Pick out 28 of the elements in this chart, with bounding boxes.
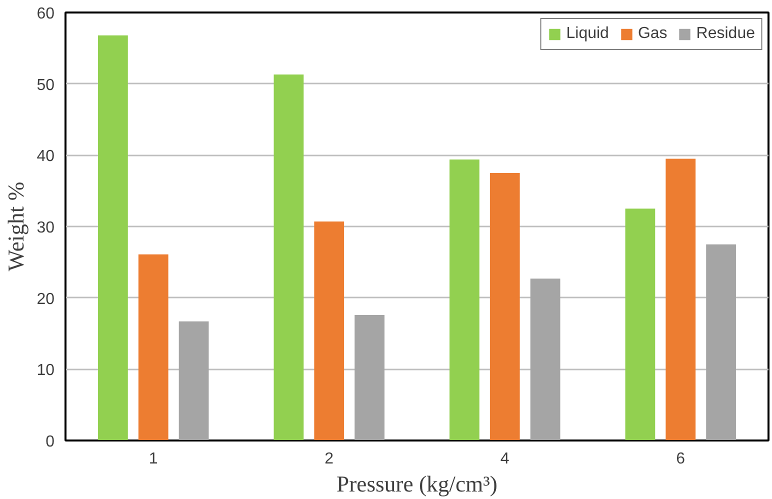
y-axis-title: Weight %: [4, 182, 29, 272]
y-tick-label: 60: [36, 6, 55, 22]
x-tick-label: 1: [148, 450, 158, 468]
y-tick-label: 50: [36, 76, 55, 94]
legend-label: Gas: [638, 25, 668, 43]
y-tick-label: 10: [36, 362, 55, 380]
x-axis-title: Pressure (kg/cm³): [336, 472, 498, 496]
x-tick-label: 6: [676, 450, 686, 468]
bar: [530, 278, 560, 440]
bar: [98, 35, 128, 440]
y-tick-label: 40: [36, 148, 55, 166]
bar: [625, 208, 656, 440]
x-tick-label: 2: [324, 450, 334, 468]
bar: [274, 74, 304, 440]
legend-label: Liquid: [566, 25, 609, 43]
y-tick-label: 20: [36, 290, 55, 308]
y-tick-label: 0: [46, 434, 55, 450]
bar: [450, 159, 480, 440]
bar: [354, 314, 384, 440]
bar: [138, 254, 168, 440]
legend-label: Residue: [696, 25, 755, 43]
bar: [314, 222, 344, 440]
bar: [490, 173, 520, 440]
x-tick-label: 4: [500, 450, 510, 468]
bar: [666, 158, 696, 440]
bar: [178, 321, 209, 440]
y-tick-label: 30: [36, 220, 55, 236]
bar: [706, 244, 736, 440]
